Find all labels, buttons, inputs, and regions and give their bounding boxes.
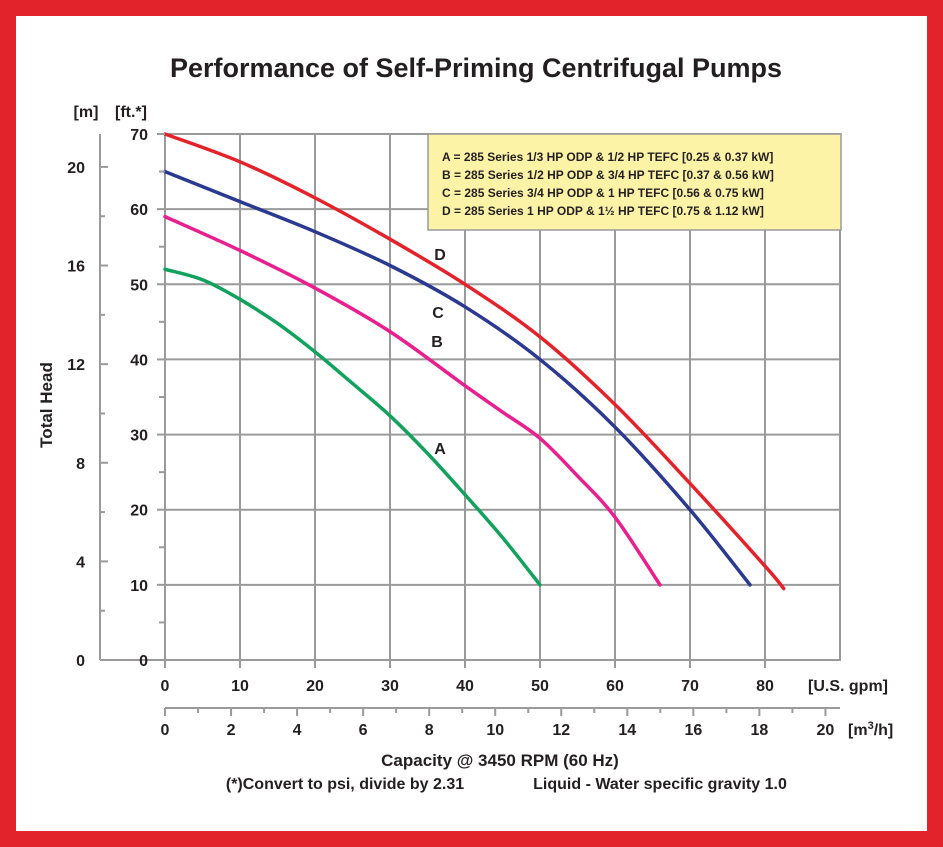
x2-tick-label: 2 [227,722,236,739]
x2-tick-label: 12 [552,722,570,739]
curve-b-line [163,214,662,587]
y-axis-title: Total Head [37,362,56,448]
curve-c-line [163,169,752,587]
curve-label-d: D [434,247,446,264]
y-tick-label: 60 [130,202,148,219]
x-unit-label: [U.S. gpm] [808,678,888,695]
x2-tick-label: 14 [618,722,636,739]
x2-tick-label: 10 [486,722,504,739]
y-tick-label: 0 [139,653,148,670]
y-unit-label: [ft.*] [115,104,147,121]
x-tick-label: 80 [756,678,774,695]
x-tick-label: 10 [231,678,249,695]
legend-item-c: C = 285 Series 3/4 HP ODP & 1 HP TEFC [0… [442,186,764,200]
y2-tick-label: 8 [76,456,85,473]
y2-tick-label: 4 [76,554,85,571]
liquid-note: Liquid - Water specific gravity 1.0 [533,776,787,793]
curve-label-b: B [431,334,443,351]
curve-label-a: A [434,441,446,458]
y-tick-label: 50 [130,277,148,294]
x2-tick-label: 16 [684,722,702,739]
x-tick-label: 50 [531,678,549,695]
legend-item-b: B = 285 Series 1/2 HP ODP & 3/4 HP TEFC … [442,168,774,182]
x2-tick-label: 20 [817,722,835,739]
x-tick-label: 40 [456,678,474,695]
x-tick-label: 30 [381,678,399,695]
legend-box [427,133,842,231]
x2-tick-label: 18 [750,722,768,739]
y2-unit-label: [m] [74,104,99,121]
y-tick-label: 70 [130,127,148,144]
y-tick-label: 30 [130,428,148,445]
legend-item-d: D = 285 Series 1 HP ODP & 1½ HP TEFC [0.… [442,204,764,218]
chart-title: Performance of Self-Priming Centrifugal … [170,53,782,83]
x2-tick-label: 6 [359,722,368,739]
y2-tick-label: 0 [76,653,85,670]
x2-tick-label: 8 [425,722,434,739]
y2-tick-label: 12 [67,357,85,374]
y-tick-label: 10 [130,578,148,595]
legend: A = 285 Series 1/3 HP ODP & 1/2 HP TEFC … [427,133,842,231]
y-tick-label: 20 [130,503,148,520]
curve-d-line [163,132,786,591]
x-axis-title: Capacity @ 3450 RPM (60 Hz) [381,751,619,770]
curve-label-c: C [432,305,444,322]
x2-tick-label: 0 [161,722,170,739]
x-tick-label: 70 [681,678,699,695]
x2-tick-label: 4 [293,722,302,739]
y-tick-label: 40 [130,352,148,369]
x-tick-label: 60 [606,678,624,695]
curve-a-line [163,267,542,587]
legend-item-a: A = 285 Series 1/3 HP ODP & 1/2 HP TEFC … [442,150,773,164]
y2-tick-label: 20 [67,160,85,177]
x-tick-label: 20 [306,678,324,695]
x-tick-label: 0 [161,678,170,695]
curves [163,132,786,591]
psi-conversion-note: (*)Convert to psi, divide by 2.31 [226,776,464,793]
x2-unit-label: [m3/h] [848,720,893,739]
y2-tick-label: 16 [67,259,85,276]
